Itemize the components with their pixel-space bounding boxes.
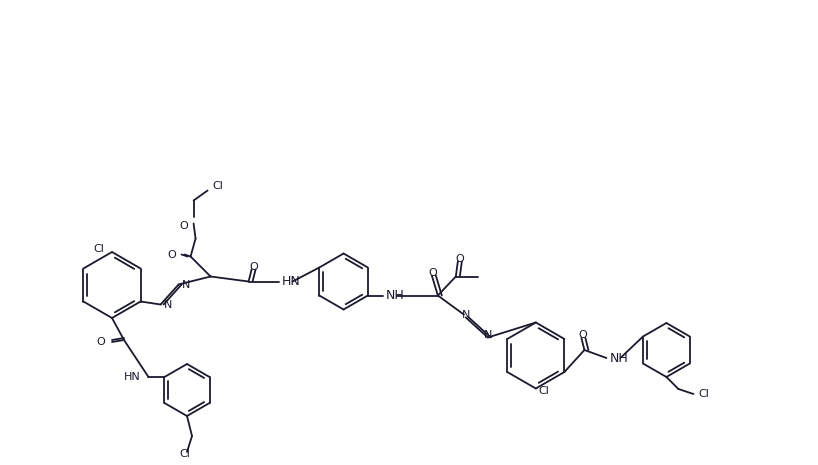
Text: O: O — [249, 261, 258, 272]
Text: Cl: Cl — [180, 449, 191, 459]
Text: O: O — [180, 220, 189, 231]
Text: Cl: Cl — [539, 386, 550, 397]
Text: Cl: Cl — [93, 244, 104, 254]
Text: Cl: Cl — [213, 180, 223, 191]
Text: Cl: Cl — [699, 389, 709, 399]
Text: NH: NH — [609, 352, 628, 365]
Text: HN: HN — [281, 275, 300, 288]
Text: N: N — [461, 310, 470, 319]
Text: N: N — [182, 279, 190, 290]
Text: O: O — [456, 253, 464, 264]
Text: O: O — [168, 250, 177, 259]
Text: N: N — [164, 299, 172, 310]
Text: O: O — [97, 337, 105, 347]
Text: O: O — [429, 267, 437, 278]
Text: N: N — [483, 330, 492, 339]
Text: NH: NH — [386, 289, 405, 302]
Text: O: O — [578, 330, 587, 340]
Text: HN: HN — [124, 372, 141, 382]
